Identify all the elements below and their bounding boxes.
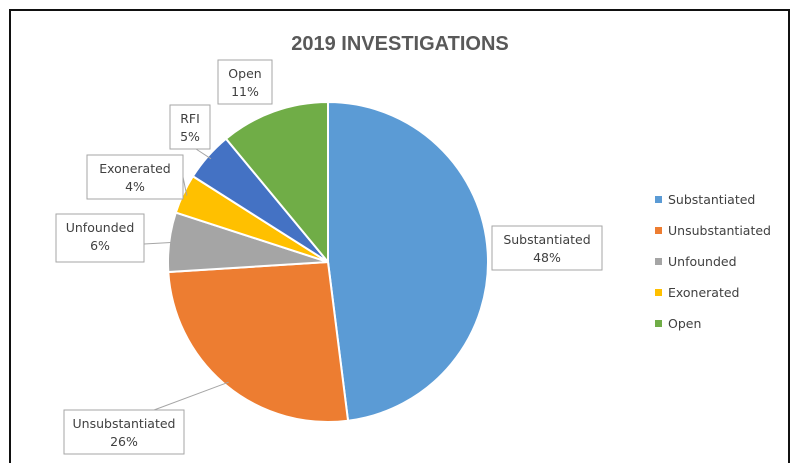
leader-line-rfi	[195, 148, 212, 160]
data-label-box-exonerated	[86, 154, 184, 200]
data-label-box-unsubstantiated	[63, 409, 185, 455]
data-label-box-open	[217, 59, 273, 105]
legend: Substantiated Unsubstantiated Unfounded Exo…	[655, 192, 771, 331]
legend-label-exonerated: Exonerated	[668, 285, 740, 300]
pie-slice-substantiated	[327, 100, 490, 422]
pie-slice-unsubstantiated	[167, 260, 350, 423]
data-label-percent-rfi: 5%	[180, 129, 200, 144]
legend-label-substantiated: Substantiated	[668, 192, 755, 207]
data-label-percent-open: 11%	[231, 84, 259, 99]
data-label-percent-unfounded: 6%	[90, 238, 110, 253]
legend-label-unsubstantiated: Unsubstantiated	[668, 223, 771, 238]
legend-label-open: Open	[668, 316, 701, 331]
legend-swatch-exonerated	[655, 289, 662, 296]
legend-label-unfounded: Unfounded	[668, 254, 737, 269]
data-label-category-exonerated: Exonerated	[99, 161, 171, 176]
pie-slices	[167, 100, 490, 423]
data-label-category-substantiated: Substantiated	[503, 232, 590, 247]
leader-line-exonerated	[182, 176, 188, 196]
leader-line-unfounded	[143, 241, 174, 245]
legend-swatch-unsubstantiated	[655, 227, 662, 234]
legend-swatch-unfounded	[655, 258, 662, 265]
pie-slice-open	[224, 100, 329, 265]
data-label-box-substantiated	[491, 225, 603, 271]
data-label-percent-substantiated: 48%	[533, 250, 561, 265]
data-label-category-unsubstantiated: Unsubstantiated	[73, 416, 176, 431]
leader-line-unsubstantiated	[153, 381, 229, 411]
data-label-category-rfi: RFI	[180, 111, 200, 126]
data-label-percent-exonerated: 4%	[125, 179, 145, 194]
chart-title: 2019 INVESTIGATIONS	[291, 33, 508, 55]
data-label-category-unfounded: Unfounded	[66, 220, 135, 235]
legend-swatch-substantiated	[655, 196, 662, 203]
data-label-category-open: Open	[228, 66, 261, 81]
data-labels: Substantiated 48% Unsubstantiated 26% Unfoun…	[55, 59, 603, 455]
data-label-box-rfi	[169, 104, 211, 150]
legend-swatch-open	[655, 320, 662, 327]
data-label-percent-unsubstantiated: 26%	[110, 434, 138, 449]
data-label-box-unfounded	[55, 213, 145, 263]
